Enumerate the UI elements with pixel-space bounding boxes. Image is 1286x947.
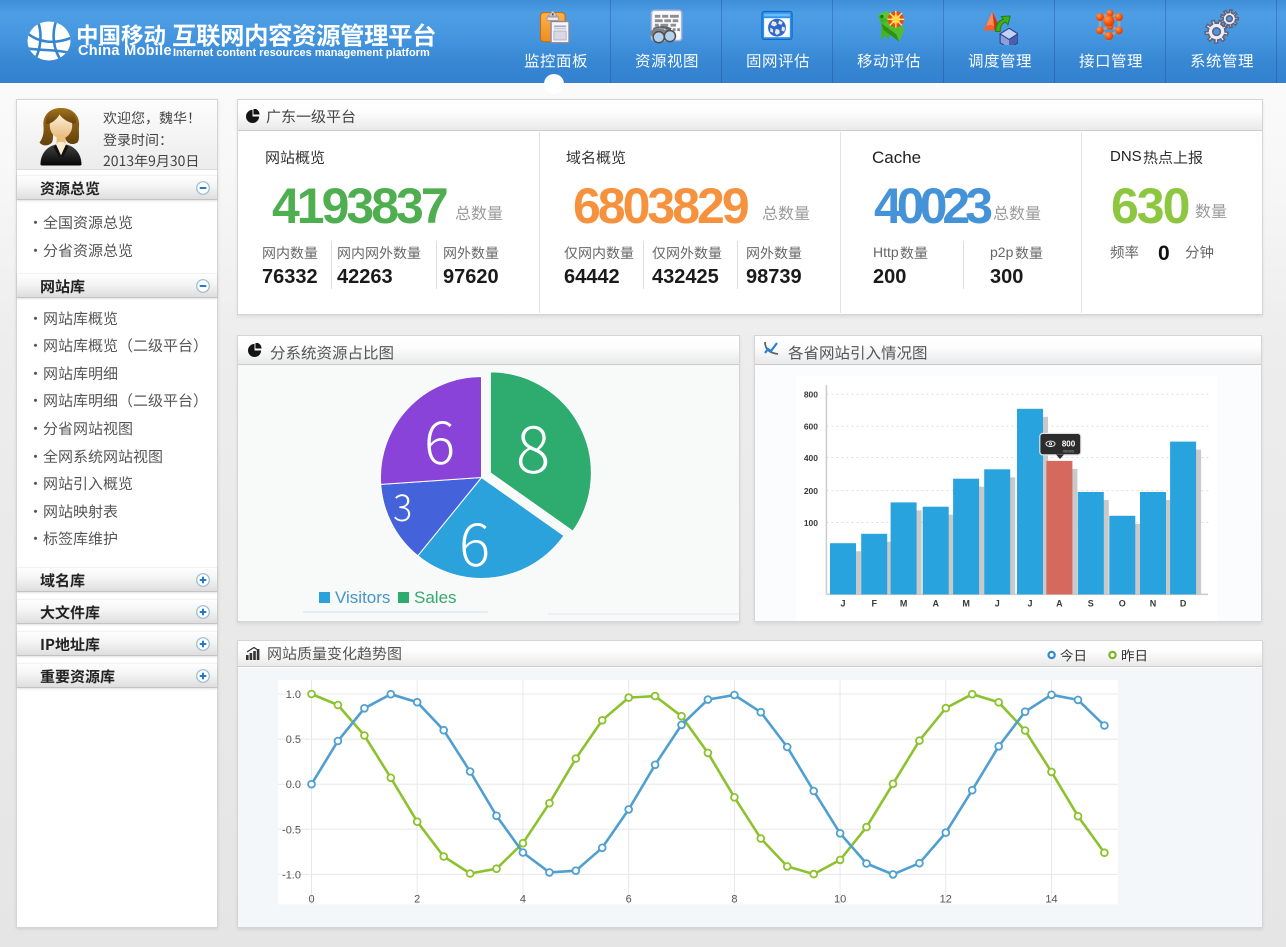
svg-text:O: O <box>1119 599 1126 609</box>
svg-text:800: 800 <box>1062 440 1076 449</box>
svg-text:D: D <box>1180 599 1187 609</box>
svg-text:6: 6 <box>626 894 632 906</box>
svg-text:A: A <box>932 599 939 609</box>
svg-text:10: 10 <box>834 894 846 906</box>
svg-text:800: 800 <box>804 390 818 400</box>
svg-text:views: views <box>1063 449 1075 454</box>
svg-text:Visitors: Visitors <box>335 588 390 607</box>
svg-text:2: 2 <box>414 894 420 906</box>
svg-text:0.5: 0.5 <box>286 734 301 746</box>
svg-text:F: F <box>871 599 877 609</box>
svg-text:-1.0: -1.0 <box>282 869 301 881</box>
svg-text:Sales: Sales <box>414 588 457 607</box>
svg-text:J: J <box>995 599 1000 609</box>
svg-text:-0.5: -0.5 <box>282 824 301 836</box>
svg-text:M: M <box>962 599 970 609</box>
svg-text:1.0: 1.0 <box>286 689 301 701</box>
svg-text:200: 200 <box>804 486 818 496</box>
svg-text:J: J <box>1027 599 1032 609</box>
svg-text:J: J <box>840 599 845 609</box>
svg-text:M: M <box>900 599 908 609</box>
svg-text:14: 14 <box>1045 894 1057 906</box>
svg-text:8: 8 <box>731 894 737 906</box>
svg-text:0.0: 0.0 <box>286 779 301 791</box>
svg-text:S: S <box>1088 599 1094 609</box>
svg-text:N: N <box>1150 599 1157 609</box>
svg-text:4: 4 <box>520 894 526 906</box>
svg-text:100: 100 <box>804 518 818 528</box>
svg-text:A: A <box>1056 599 1063 609</box>
svg-text:600: 600 <box>804 422 818 432</box>
svg-text:0: 0 <box>308 894 314 906</box>
svg-text:400: 400 <box>804 453 818 463</box>
svg-text:12: 12 <box>940 894 952 906</box>
